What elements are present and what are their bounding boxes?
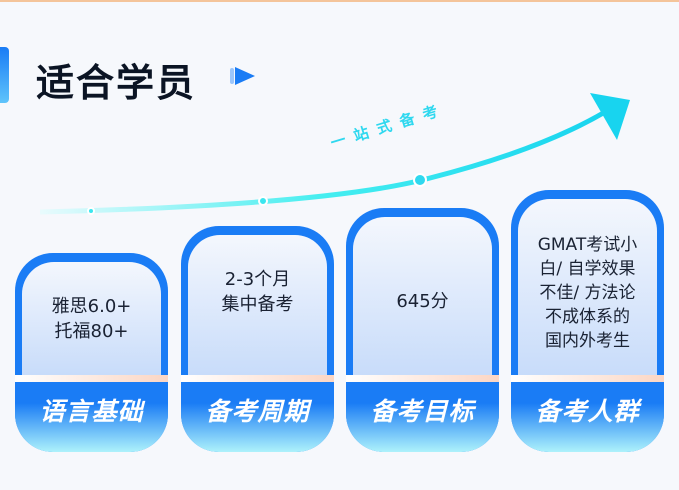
play-icon xyxy=(230,67,255,85)
card-content: 2-3个月集中备考 xyxy=(188,235,327,375)
top-border xyxy=(0,0,679,2)
card-content: 雅思6.0+ 托福80+ xyxy=(22,262,161,375)
divider xyxy=(181,375,334,382)
card-line: GMAT考试小 xyxy=(537,235,638,255)
card-content: GMAT考试小 白/ 自学效果 不佳/ 方法论 不成体系的 国内外考生 xyxy=(518,199,657,375)
card-label: 备考人群 xyxy=(511,382,664,452)
divider xyxy=(511,375,664,382)
card-line: 645分 xyxy=(396,291,449,312)
card-line: 不佳/ 方法论 xyxy=(539,283,636,303)
divider xyxy=(15,375,168,382)
card-language: 雅思6.0+ 托福80+ 语言基础 xyxy=(15,253,168,452)
card-label: 语言基础 xyxy=(15,382,168,452)
card-line: 托福80+ xyxy=(54,320,129,342)
card-label: 备考周期 xyxy=(181,382,334,452)
card-goal: 645分 备考目标 xyxy=(346,208,499,452)
growth-arrow-icon xyxy=(39,93,630,215)
card-line: 2-3个月 xyxy=(224,269,291,290)
card-line: 国内外考生 xyxy=(544,331,630,351)
card-line: 集中备考 xyxy=(221,294,294,315)
card-line: 白/ 自学效果 xyxy=(539,259,636,279)
card-period: 2-3个月集中备考 备考周期 xyxy=(181,226,334,452)
divider xyxy=(346,375,499,382)
card-content: 645分 xyxy=(353,217,492,375)
card-audience: GMAT考试小 白/ 自学效果 不佳/ 方法论 不成体系的 国内外考生 备考人群 xyxy=(511,190,664,452)
card-label: 备考目标 xyxy=(346,382,499,452)
page-title: 适合学员 xyxy=(36,61,197,105)
title-accent-bar xyxy=(0,47,9,103)
card-line: 不成体系的 xyxy=(544,307,630,327)
card-line: 雅思6.0+ xyxy=(51,295,132,317)
